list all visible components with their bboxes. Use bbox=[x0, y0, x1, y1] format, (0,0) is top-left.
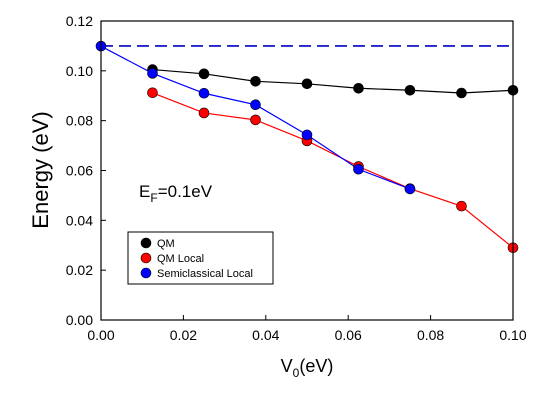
y-axis-title: Energy (eV) bbox=[28, 111, 53, 228]
y-tick-label: 0.00 bbox=[66, 312, 93, 328]
y-tick-label: 0.04 bbox=[66, 212, 93, 228]
data-point-qm bbox=[456, 87, 467, 99]
y-tick-label: 0.12 bbox=[66, 13, 93, 29]
data-point-semiclassical-local bbox=[353, 163, 364, 175]
data-point-semiclassical-local bbox=[301, 129, 313, 141]
y-tick-label: 0.10 bbox=[66, 63, 93, 79]
annotation-sub: F bbox=[150, 191, 157, 205]
data-point-qm bbox=[198, 68, 210, 80]
x-axis-title-sub: 0 bbox=[293, 366, 300, 380]
x-axis-title: V0(eV) bbox=[281, 356, 334, 380]
y-tick-label: 0.08 bbox=[66, 113, 93, 129]
data-point-qm bbox=[250, 75, 261, 87]
legend-label-semiclassical-local: Semiclassical Local bbox=[157, 268, 253, 280]
data-point-qm bbox=[404, 84, 416, 96]
fermi-energy-annotation: EF=0.1eV bbox=[139, 182, 213, 205]
x-axis-title-unit: (eV) bbox=[299, 356, 333, 376]
data-point-qm bbox=[301, 78, 313, 90]
data-point-qm-local bbox=[198, 107, 210, 119]
x-tick-label: 0.02 bbox=[170, 327, 197, 343]
data-point-qm bbox=[353, 82, 364, 94]
legend-label-qm-local: QM Local bbox=[157, 253, 204, 265]
x-axis-title-main: V bbox=[281, 356, 293, 376]
data-point-qm-local bbox=[147, 87, 158, 99]
x-tick-label: 0.06 bbox=[335, 327, 362, 343]
annotation-rest: =0.1eV bbox=[158, 182, 213, 201]
data-point-qm-local bbox=[456, 200, 467, 212]
data-point-semiclassical-local bbox=[250, 99, 261, 111]
data-point-semiclassical-local bbox=[404, 183, 416, 195]
data-point-semiclassical-local bbox=[198, 87, 210, 99]
series-line-qm-local bbox=[152, 92, 514, 249]
legend-marker-semiclassical-local bbox=[140, 267, 152, 279]
legend-label-qm: QM bbox=[157, 238, 175, 250]
legend-marker-qm bbox=[140, 237, 152, 249]
x-tick-label: 0.00 bbox=[87, 327, 114, 343]
legend-box bbox=[127, 231, 274, 285]
data-point-qm-local bbox=[250, 114, 261, 126]
y-tick-label: 0.06 bbox=[66, 163, 93, 179]
legend: QM QM Local Semiclassical Local bbox=[127, 231, 274, 285]
x-tick-label: 0.10 bbox=[499, 327, 526, 343]
data-point-semiclassical-local bbox=[147, 68, 158, 79]
x-tick-label: 0.04 bbox=[252, 327, 279, 343]
x-tick-label: 0.08 bbox=[417, 327, 444, 343]
legend-marker-qm-local bbox=[140, 252, 152, 264]
y-tick-label: 0.02 bbox=[66, 262, 93, 278]
series-line-qm bbox=[152, 68, 514, 94]
annotation-main: E bbox=[139, 182, 150, 201]
